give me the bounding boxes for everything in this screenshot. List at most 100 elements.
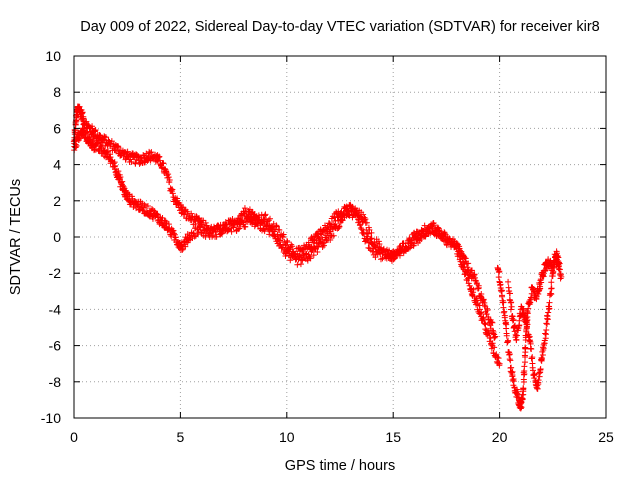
data-point <box>509 317 516 324</box>
data-point <box>513 332 520 339</box>
x-tick-label: 10 <box>279 429 295 445</box>
data-point <box>480 314 487 321</box>
data-point <box>521 359 528 366</box>
data-point <box>520 385 527 392</box>
data-point <box>438 228 445 235</box>
data-point <box>496 360 503 367</box>
data-point <box>510 316 517 323</box>
data-point <box>524 321 531 328</box>
data-point <box>483 311 490 318</box>
data-point <box>355 216 362 223</box>
data-point <box>496 268 503 275</box>
y-tick-label: 0 <box>53 229 61 245</box>
data-point <box>97 141 104 148</box>
data-point <box>514 388 521 395</box>
y-tick-label: 4 <box>53 157 61 173</box>
data-point <box>363 236 370 243</box>
data-point <box>371 243 378 250</box>
data-point <box>255 222 262 229</box>
data-point <box>452 242 459 249</box>
data-point <box>505 338 512 345</box>
data-point <box>518 404 525 411</box>
chart-title: Day 009 of 2022, Sidereal Day-to-day VTE… <box>80 19 600 35</box>
data-point <box>294 261 301 268</box>
data-point <box>73 142 80 149</box>
data-point <box>495 355 502 362</box>
data-point <box>235 226 242 233</box>
data-point <box>188 210 195 217</box>
data-point <box>358 226 365 233</box>
y-tick-label: 2 <box>53 193 61 209</box>
data-point <box>418 236 425 243</box>
x-tick-label: 5 <box>177 429 185 445</box>
data-point <box>413 235 420 242</box>
data-point <box>376 241 383 248</box>
x-tick-label: 0 <box>70 429 78 445</box>
data-point <box>498 288 505 295</box>
y-tick-label: 6 <box>53 120 61 136</box>
data-point <box>550 269 557 276</box>
data-point <box>428 223 435 230</box>
data-point <box>408 242 415 249</box>
data-point <box>402 244 409 251</box>
data-point <box>537 283 544 290</box>
data-point <box>201 226 208 233</box>
data-point <box>408 239 415 246</box>
data-point <box>543 320 550 327</box>
data-point <box>262 211 269 218</box>
data-point <box>349 206 356 213</box>
data-point <box>213 233 220 240</box>
data-point <box>128 158 135 165</box>
data-point <box>489 340 496 347</box>
data-point <box>279 234 286 241</box>
data-point <box>236 225 243 232</box>
data-point <box>327 237 334 244</box>
data-point <box>448 240 455 247</box>
data-point <box>284 239 291 246</box>
data-point <box>475 284 482 291</box>
data-point <box>364 235 371 242</box>
data-point <box>478 309 485 316</box>
data-point <box>339 217 346 224</box>
data-point <box>215 224 222 231</box>
data-point <box>493 351 500 358</box>
data-point <box>492 333 499 340</box>
data-point <box>244 218 251 225</box>
data-point <box>156 153 163 160</box>
data-point <box>375 238 382 245</box>
data-point <box>368 240 375 247</box>
data-point <box>500 309 507 316</box>
data-point <box>544 316 551 323</box>
data-point <box>148 149 155 156</box>
data-point <box>484 307 491 314</box>
data-point <box>360 211 367 218</box>
data-point <box>525 305 532 312</box>
data-point <box>534 385 541 392</box>
data-point <box>77 135 84 142</box>
data-point <box>368 229 375 236</box>
data-point <box>355 217 362 224</box>
data-point <box>396 252 403 259</box>
data-point <box>538 356 545 363</box>
data-point <box>204 226 211 233</box>
data-point <box>267 215 274 222</box>
data-point <box>246 213 253 220</box>
data-point <box>507 290 514 297</box>
data-point <box>428 223 435 230</box>
data-point <box>477 310 484 317</box>
data-point <box>363 219 370 226</box>
data-point <box>535 370 542 377</box>
data-point <box>465 274 472 281</box>
data-point <box>498 287 505 294</box>
data-point <box>468 267 475 274</box>
y-tick-label: 8 <box>53 84 61 100</box>
data-point <box>442 233 449 240</box>
data-point <box>548 279 555 286</box>
data-point <box>545 309 552 316</box>
data-point <box>510 378 517 385</box>
data-point <box>485 330 492 337</box>
data-point <box>527 345 534 352</box>
data-point <box>521 363 528 370</box>
data-point <box>507 357 514 364</box>
data-point <box>315 234 322 241</box>
